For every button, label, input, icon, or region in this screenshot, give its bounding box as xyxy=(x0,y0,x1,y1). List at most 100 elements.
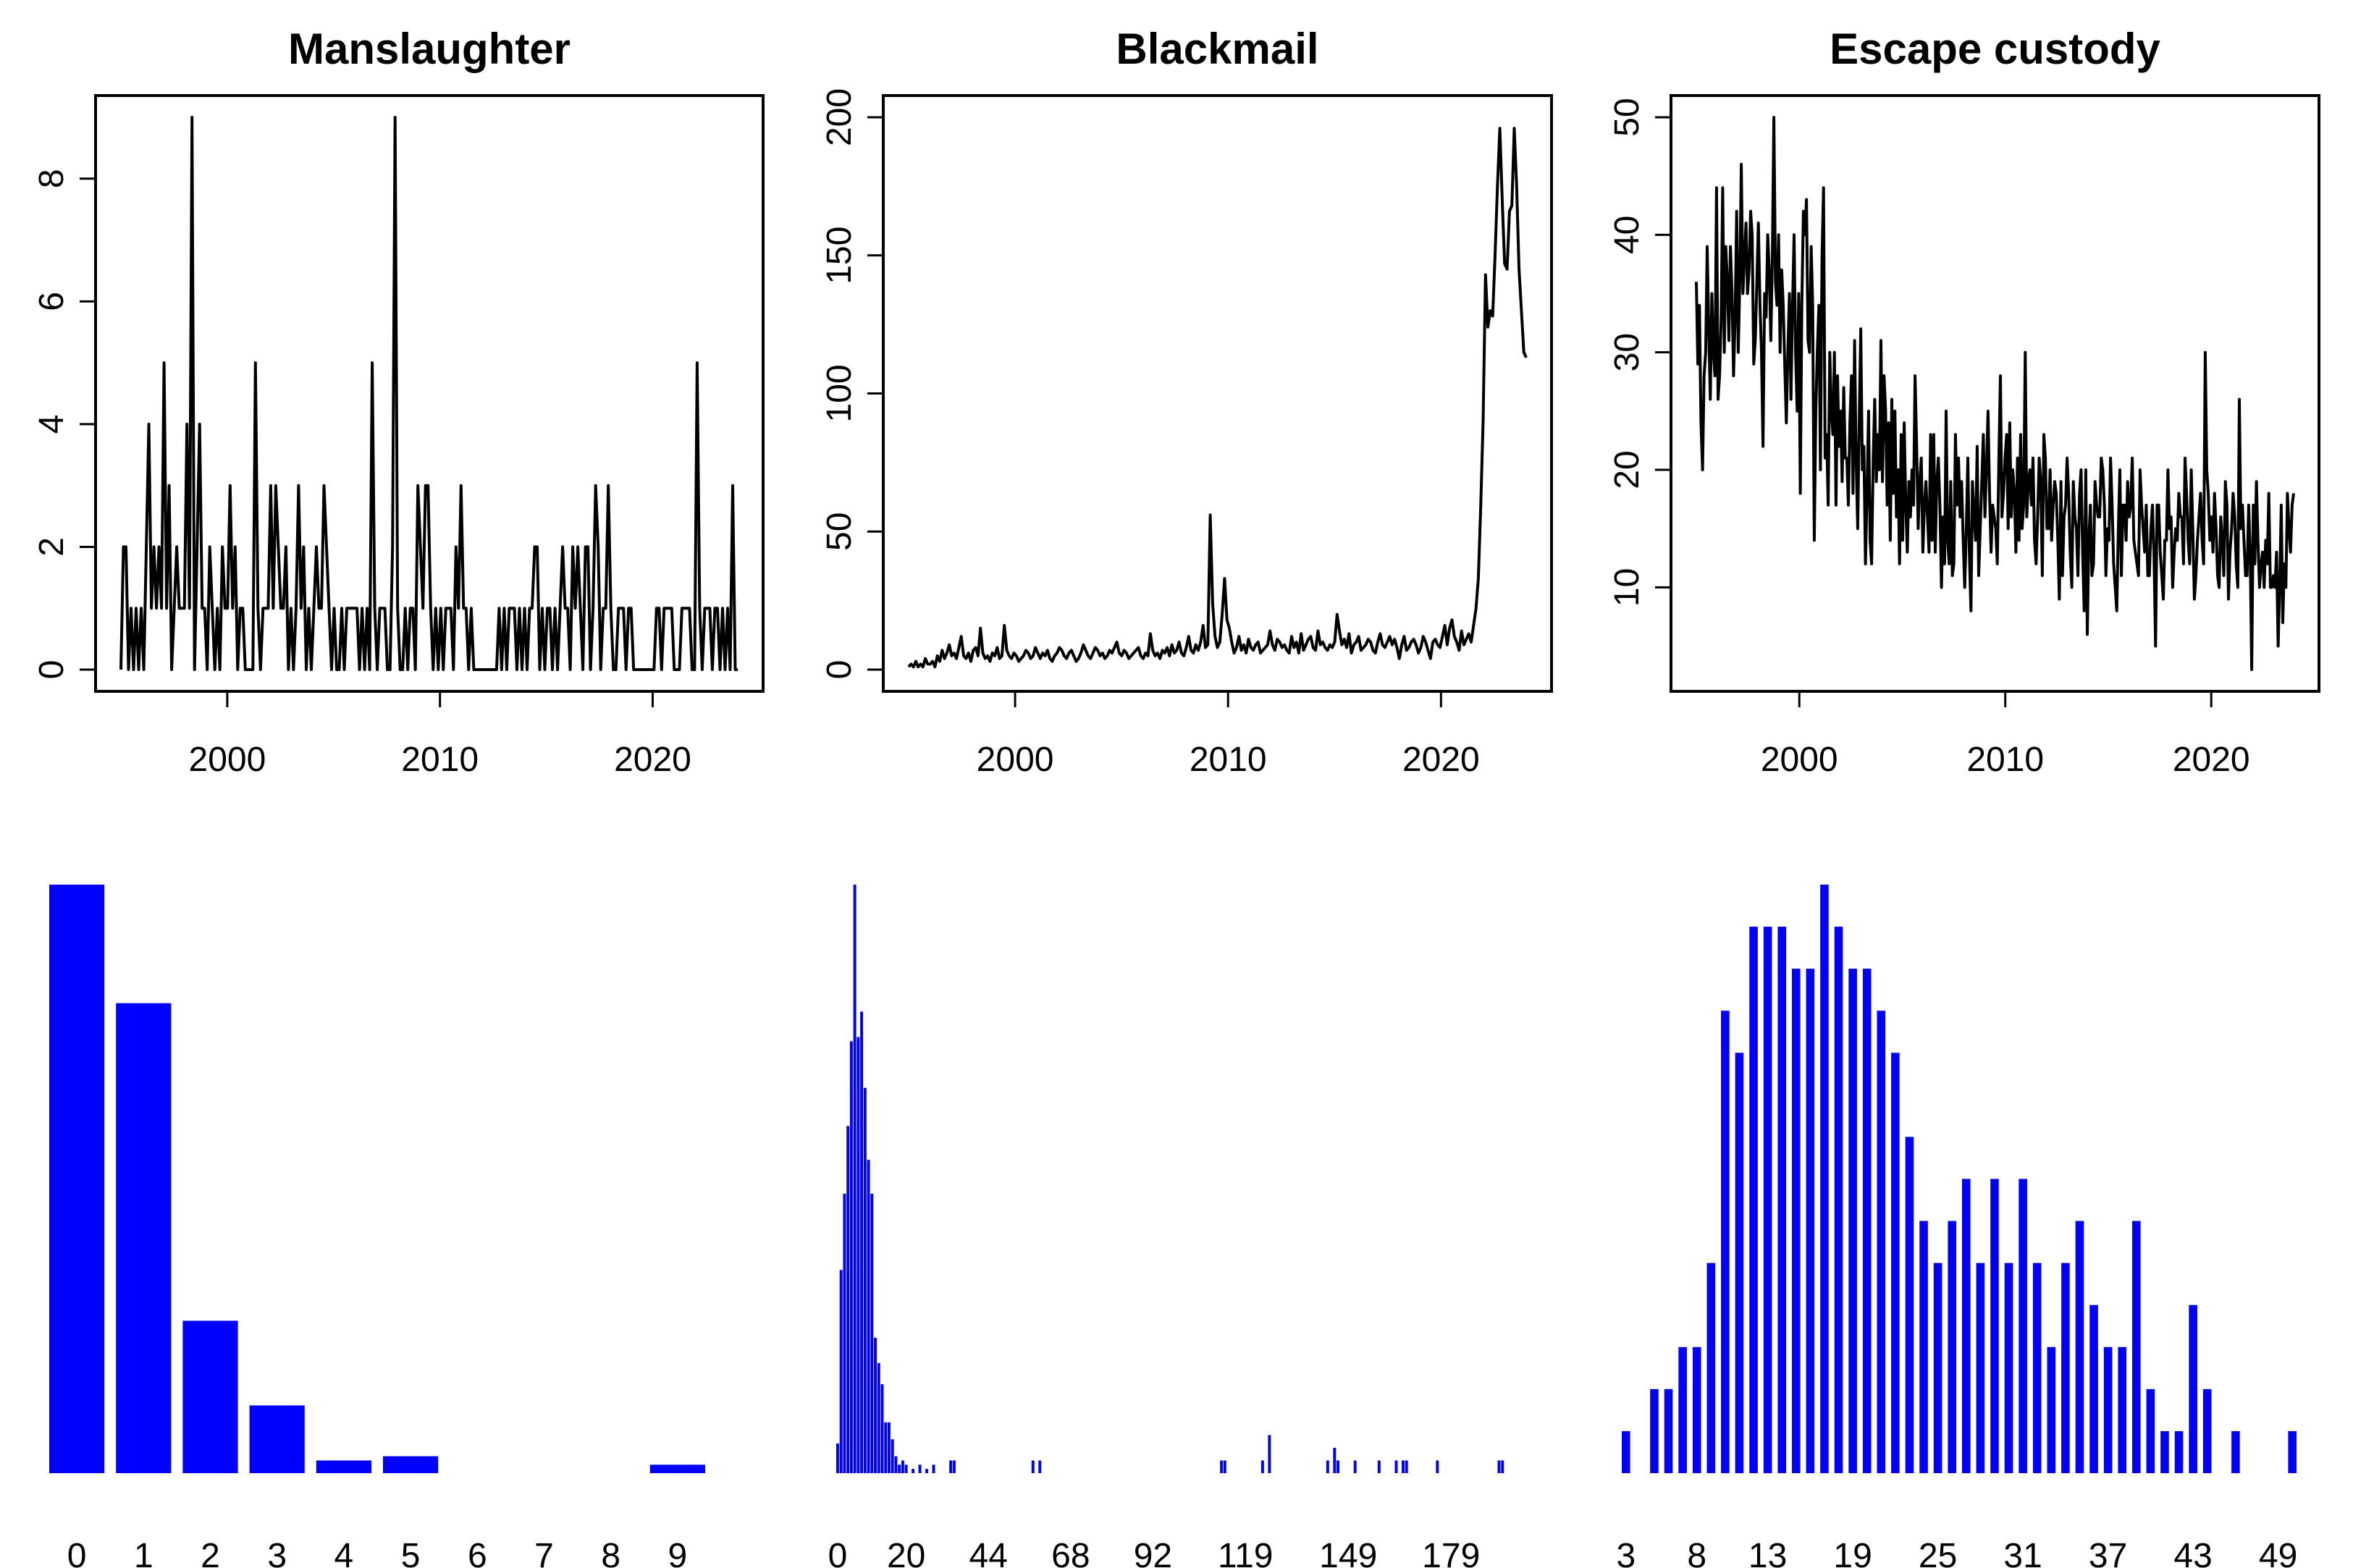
histogram-bar xyxy=(849,1041,853,1473)
plot-frame xyxy=(1670,94,2320,693)
histogram-bar xyxy=(116,1003,172,1473)
histogram-bar xyxy=(1948,1221,1956,1473)
y-tick-label: 2 xyxy=(33,537,71,557)
x-tick-label: 2 xyxy=(201,1537,220,1568)
histogram-bar xyxy=(1862,969,1872,1473)
histogram-bar xyxy=(898,1464,901,1473)
x-tick-label: 2000 xyxy=(1761,741,1838,779)
histogram-bar xyxy=(1260,1460,1264,1473)
histogram-bar xyxy=(1333,1447,1337,1473)
y-tick-label: 150 xyxy=(820,227,859,284)
histogram-bar xyxy=(316,1460,371,1473)
blackmail-histogram: 0 20 44 68 92 119 149 179 xyxy=(828,885,1504,1568)
x-tick-label: 149 xyxy=(1319,1537,1377,1568)
manslaughter-line-chart: Manslaughter 2000 2010 2020 0 2 4 6 8 xyxy=(33,25,765,779)
plot-frame xyxy=(94,94,765,693)
x-tick-label: 9 xyxy=(668,1537,688,1568)
x-tick-label: 2000 xyxy=(189,741,266,779)
x-tick-label: 43 xyxy=(2173,1537,2212,1568)
histogram-bar xyxy=(2146,1388,2155,1473)
histogram-bar xyxy=(853,885,856,1473)
histogram-bar xyxy=(1905,1137,1914,1473)
histogram-bar xyxy=(1749,927,1758,1473)
y-tick-label: 50 xyxy=(820,513,859,551)
histogram-bar xyxy=(1692,1346,1701,1473)
histogram-bar xyxy=(863,1087,867,1473)
histogram-bar xyxy=(1664,1388,1673,1473)
histogram-bar xyxy=(2202,1388,2212,1473)
x-tick-label: 2020 xyxy=(1402,741,1480,779)
x-tick-label: 8 xyxy=(601,1537,620,1568)
histogram-bar xyxy=(2032,1263,2042,1473)
histogram-bar xyxy=(1497,1460,1501,1473)
plot-frame xyxy=(882,94,1553,693)
x-tick-label: 2010 xyxy=(1966,741,2044,779)
x-tick-label: 31 xyxy=(2003,1537,2042,1568)
histogram-bar xyxy=(2231,1430,2240,1473)
histogram-bar xyxy=(874,1337,877,1473)
x-tick-label: 119 xyxy=(1218,1537,1274,1568)
histogram-bar xyxy=(1990,1179,1999,1473)
histogram-bar xyxy=(1326,1460,1329,1473)
x-tick-label: 2010 xyxy=(401,741,479,779)
x-tick-label: 92 xyxy=(1134,1537,1172,1568)
manslaughter-histogram: 0 1 2 3 4 5 6 7 8 9 xyxy=(49,885,705,1568)
x-tick-label: 6 xyxy=(468,1537,487,1568)
x-tick-label: 179 xyxy=(1422,1537,1480,1568)
histogram-bar xyxy=(182,1320,238,1473)
histogram-bar xyxy=(1353,1460,1357,1473)
escape-custody-line-chart: Escape custody 2000 2010 2020 10 20 30 40 50 xyxy=(1608,25,2320,779)
histogram-bar xyxy=(1891,1053,1900,1473)
chart-title: Manslaughter xyxy=(288,25,571,73)
histogram-bar xyxy=(877,1362,880,1473)
histogram-bar xyxy=(918,1464,922,1473)
histogram-bar xyxy=(1268,1435,1271,1473)
histogram-bar xyxy=(2103,1346,2113,1473)
histogram-bar xyxy=(839,1270,843,1473)
histogram-bar xyxy=(2004,1263,2013,1473)
histogram-bar xyxy=(2061,1263,2070,1473)
histogram-bar xyxy=(2160,1430,2169,1473)
escape-custody-histogram: 3 8 13 19 25 31 37 43 49 xyxy=(1616,885,2297,1568)
series-line xyxy=(119,116,738,671)
x-tick-label: 3 xyxy=(1616,1537,1636,1568)
y-tick-label: 0 xyxy=(820,660,859,680)
x-tick-label: 2020 xyxy=(2173,741,2250,779)
y-tick-label: 40 xyxy=(1608,216,1646,254)
x-tick-label: 5 xyxy=(401,1537,421,1568)
x-tick-label: 37 xyxy=(2089,1537,2127,1568)
x-tick-label: 20 xyxy=(887,1537,925,1568)
x-tick-label: 68 xyxy=(1051,1537,1090,1568)
histogram-bar xyxy=(912,1469,915,1473)
histogram-bar xyxy=(2089,1304,2098,1473)
x-tick-label: 2000 xyxy=(977,741,1054,779)
histogram-bar xyxy=(649,1464,705,1473)
x-tick-label: 44 xyxy=(969,1537,1008,1568)
y-tick-label: 100 xyxy=(820,364,859,422)
y-tick-label: 30 xyxy=(1608,333,1646,371)
histogram-bar xyxy=(891,1439,894,1473)
histogram-bar xyxy=(1848,969,1857,1473)
histogram-bar xyxy=(1220,1460,1224,1473)
histogram-bar xyxy=(932,1464,935,1473)
y-tick-label: 20 xyxy=(1608,450,1646,489)
histogram-bar xyxy=(49,885,105,1473)
histogram-bar xyxy=(884,1422,888,1473)
histogram-bar xyxy=(1223,1460,1226,1473)
histogram-bar xyxy=(1919,1221,1928,1473)
histogram-bar xyxy=(880,1384,884,1473)
histogram-bar xyxy=(2189,1304,2197,1473)
x-tick-label: 2020 xyxy=(614,741,691,779)
histogram-bar xyxy=(2118,1346,2126,1473)
histogram-bar xyxy=(1834,927,1843,1473)
y-tick-label: 10 xyxy=(1608,568,1646,607)
y-tick-label: 0 xyxy=(33,660,71,680)
histogram-bar xyxy=(249,1405,305,1473)
histogram-bar xyxy=(856,1037,860,1473)
x-tick-label: 3 xyxy=(267,1537,287,1568)
histogram-bar xyxy=(1820,885,1829,1473)
y-tick-label: 4 xyxy=(33,415,71,434)
histogram-bar xyxy=(1933,1263,1942,1473)
histogram-bar xyxy=(1877,1011,1886,1473)
